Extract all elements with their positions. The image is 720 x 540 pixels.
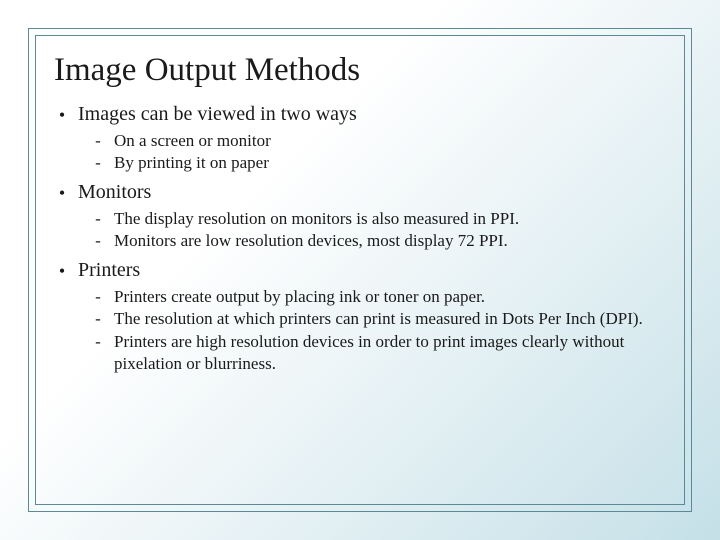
- sub-list: - On a screen or monitor - By printing i…: [58, 130, 662, 175]
- dash-icon: -: [94, 130, 102, 152]
- dash-icon: -: [94, 331, 102, 353]
- list-item: • Monitors - The display resolution on m…: [58, 181, 662, 253]
- list-item-row: • Images can be viewed in two ways: [58, 103, 662, 126]
- sub-list-item-text: Monitors are low resolution devices, mos…: [114, 230, 662, 252]
- sub-list-item: - Monitors are low resolution devices, m…: [94, 230, 662, 252]
- sub-list: - Printers create output by placing ink …: [58, 286, 662, 376]
- slide-title: Image Output Methods: [54, 52, 662, 89]
- sub-list-item: - Printers are high resolution devices i…: [94, 331, 662, 376]
- bullet-icon: •: [58, 262, 66, 280]
- dash-icon: -: [94, 286, 102, 308]
- sub-list-item-text: The display resolution on monitors is al…: [114, 208, 662, 230]
- list-item: • Printers - Printers create output by p…: [58, 259, 662, 376]
- bullet-list: • Images can be viewed in two ways - On …: [58, 103, 662, 376]
- dash-icon: -: [94, 208, 102, 230]
- dash-icon: -: [94, 230, 102, 252]
- list-item-text: Printers: [78, 259, 140, 282]
- list-item-text: Monitors: [78, 181, 151, 204]
- bullet-icon: •: [58, 184, 66, 202]
- sub-list-item: - The display resolution on monitors is …: [94, 208, 662, 230]
- sub-list-item: - On a screen or monitor: [94, 130, 662, 152]
- slide-content: Image Output Methods • Images can be vie…: [58, 52, 662, 488]
- dash-icon: -: [94, 152, 102, 174]
- sub-list: - The display resolution on monitors is …: [58, 208, 662, 253]
- sub-list-item: - The resolution at which printers can p…: [94, 308, 662, 330]
- sub-list-item-text: The resolution at which printers can pri…: [114, 308, 662, 330]
- list-item-row: • Monitors: [58, 181, 662, 204]
- list-item-row: • Printers: [58, 259, 662, 282]
- list-item: • Images can be viewed in two ways - On …: [58, 103, 662, 175]
- list-item-text: Images can be viewed in two ways: [78, 103, 357, 126]
- sub-list-item-text: On a screen or monitor: [114, 130, 662, 152]
- dash-icon: -: [94, 308, 102, 330]
- sub-list-item-text: Printers create output by placing ink or…: [114, 286, 662, 308]
- sub-list-item-text: Printers are high resolution devices in …: [114, 331, 662, 376]
- sub-list-item-text: By printing it on paper: [114, 152, 662, 174]
- bullet-icon: •: [58, 106, 66, 124]
- sub-list-item: - Printers create output by placing ink …: [94, 286, 662, 308]
- sub-list-item: - By printing it on paper: [94, 152, 662, 174]
